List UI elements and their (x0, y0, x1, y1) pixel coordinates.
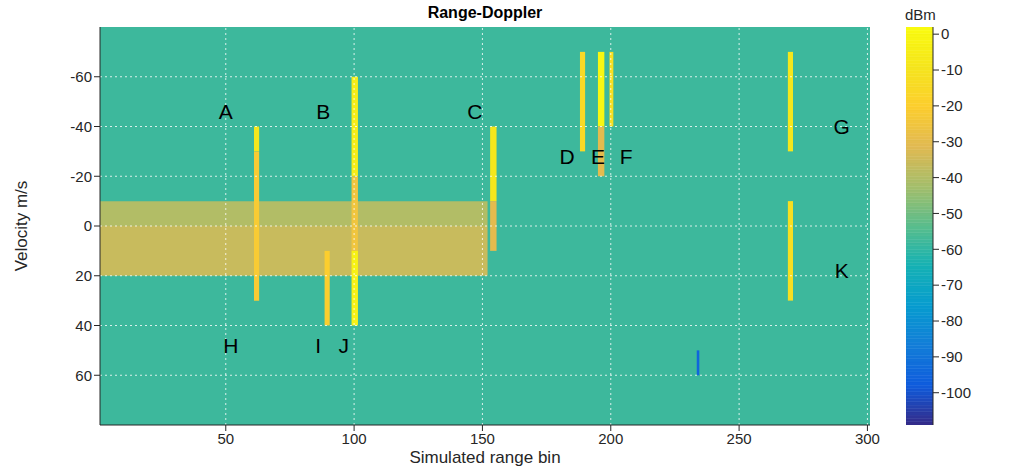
svg-text:-40: -40 (70, 118, 92, 135)
svg-text:H: H (223, 334, 238, 357)
html-text:Velocity m/s: Velocity m/s (12, 180, 31, 272)
svg-text:-40: -40 (941, 169, 963, 186)
svg-text:-100: -100 (941, 384, 971, 401)
svg-text:C: C (467, 100, 482, 123)
svg-text:60: 60 (75, 367, 92, 384)
svg-text:E: E (591, 145, 605, 168)
svg-text:100: 100 (342, 430, 367, 447)
svg-text:0: 0 (84, 217, 92, 234)
html-text:Range-Doppler: Range-Doppler (427, 4, 543, 21)
svg-text:20: 20 (75, 267, 92, 284)
svg-text:J: J (339, 334, 350, 357)
svg-text:250: 250 (727, 430, 752, 447)
svg-text:-50: -50 (941, 205, 963, 222)
svg-text:-60: -60 (70, 68, 92, 85)
html-text:dBm: dBm (905, 6, 936, 23)
svg-text:-70: -70 (941, 276, 963, 293)
svg-text:A: A (219, 100, 233, 123)
svg-text:-20: -20 (70, 168, 92, 185)
svg-text:200: 200 (598, 430, 623, 447)
svg-text:150: 150 (470, 430, 495, 447)
svg-text:-20: -20 (941, 97, 963, 114)
svg-text:300: 300 (855, 430, 880, 447)
svg-text:F: F (620, 145, 633, 168)
svg-text:40: 40 (75, 317, 92, 334)
svg-text:-60: -60 (941, 241, 963, 258)
svg-text:G: G (834, 115, 850, 138)
svg-text:0: 0 (941, 25, 949, 42)
svg-text:I: I (315, 334, 321, 357)
svg-text:B: B (316, 100, 330, 123)
svg-text:-10: -10 (941, 61, 963, 78)
svg-text:K: K (835, 259, 849, 282)
svg-text:50: 50 (217, 430, 234, 447)
svg-text:-90: -90 (941, 348, 963, 365)
html-text:Simulated range bin: Simulated range bin (409, 448, 561, 467)
svg-text:-80: -80 (941, 312, 963, 329)
svg-text:-30: -30 (941, 133, 963, 150)
svg-text:D: D (560, 145, 575, 168)
